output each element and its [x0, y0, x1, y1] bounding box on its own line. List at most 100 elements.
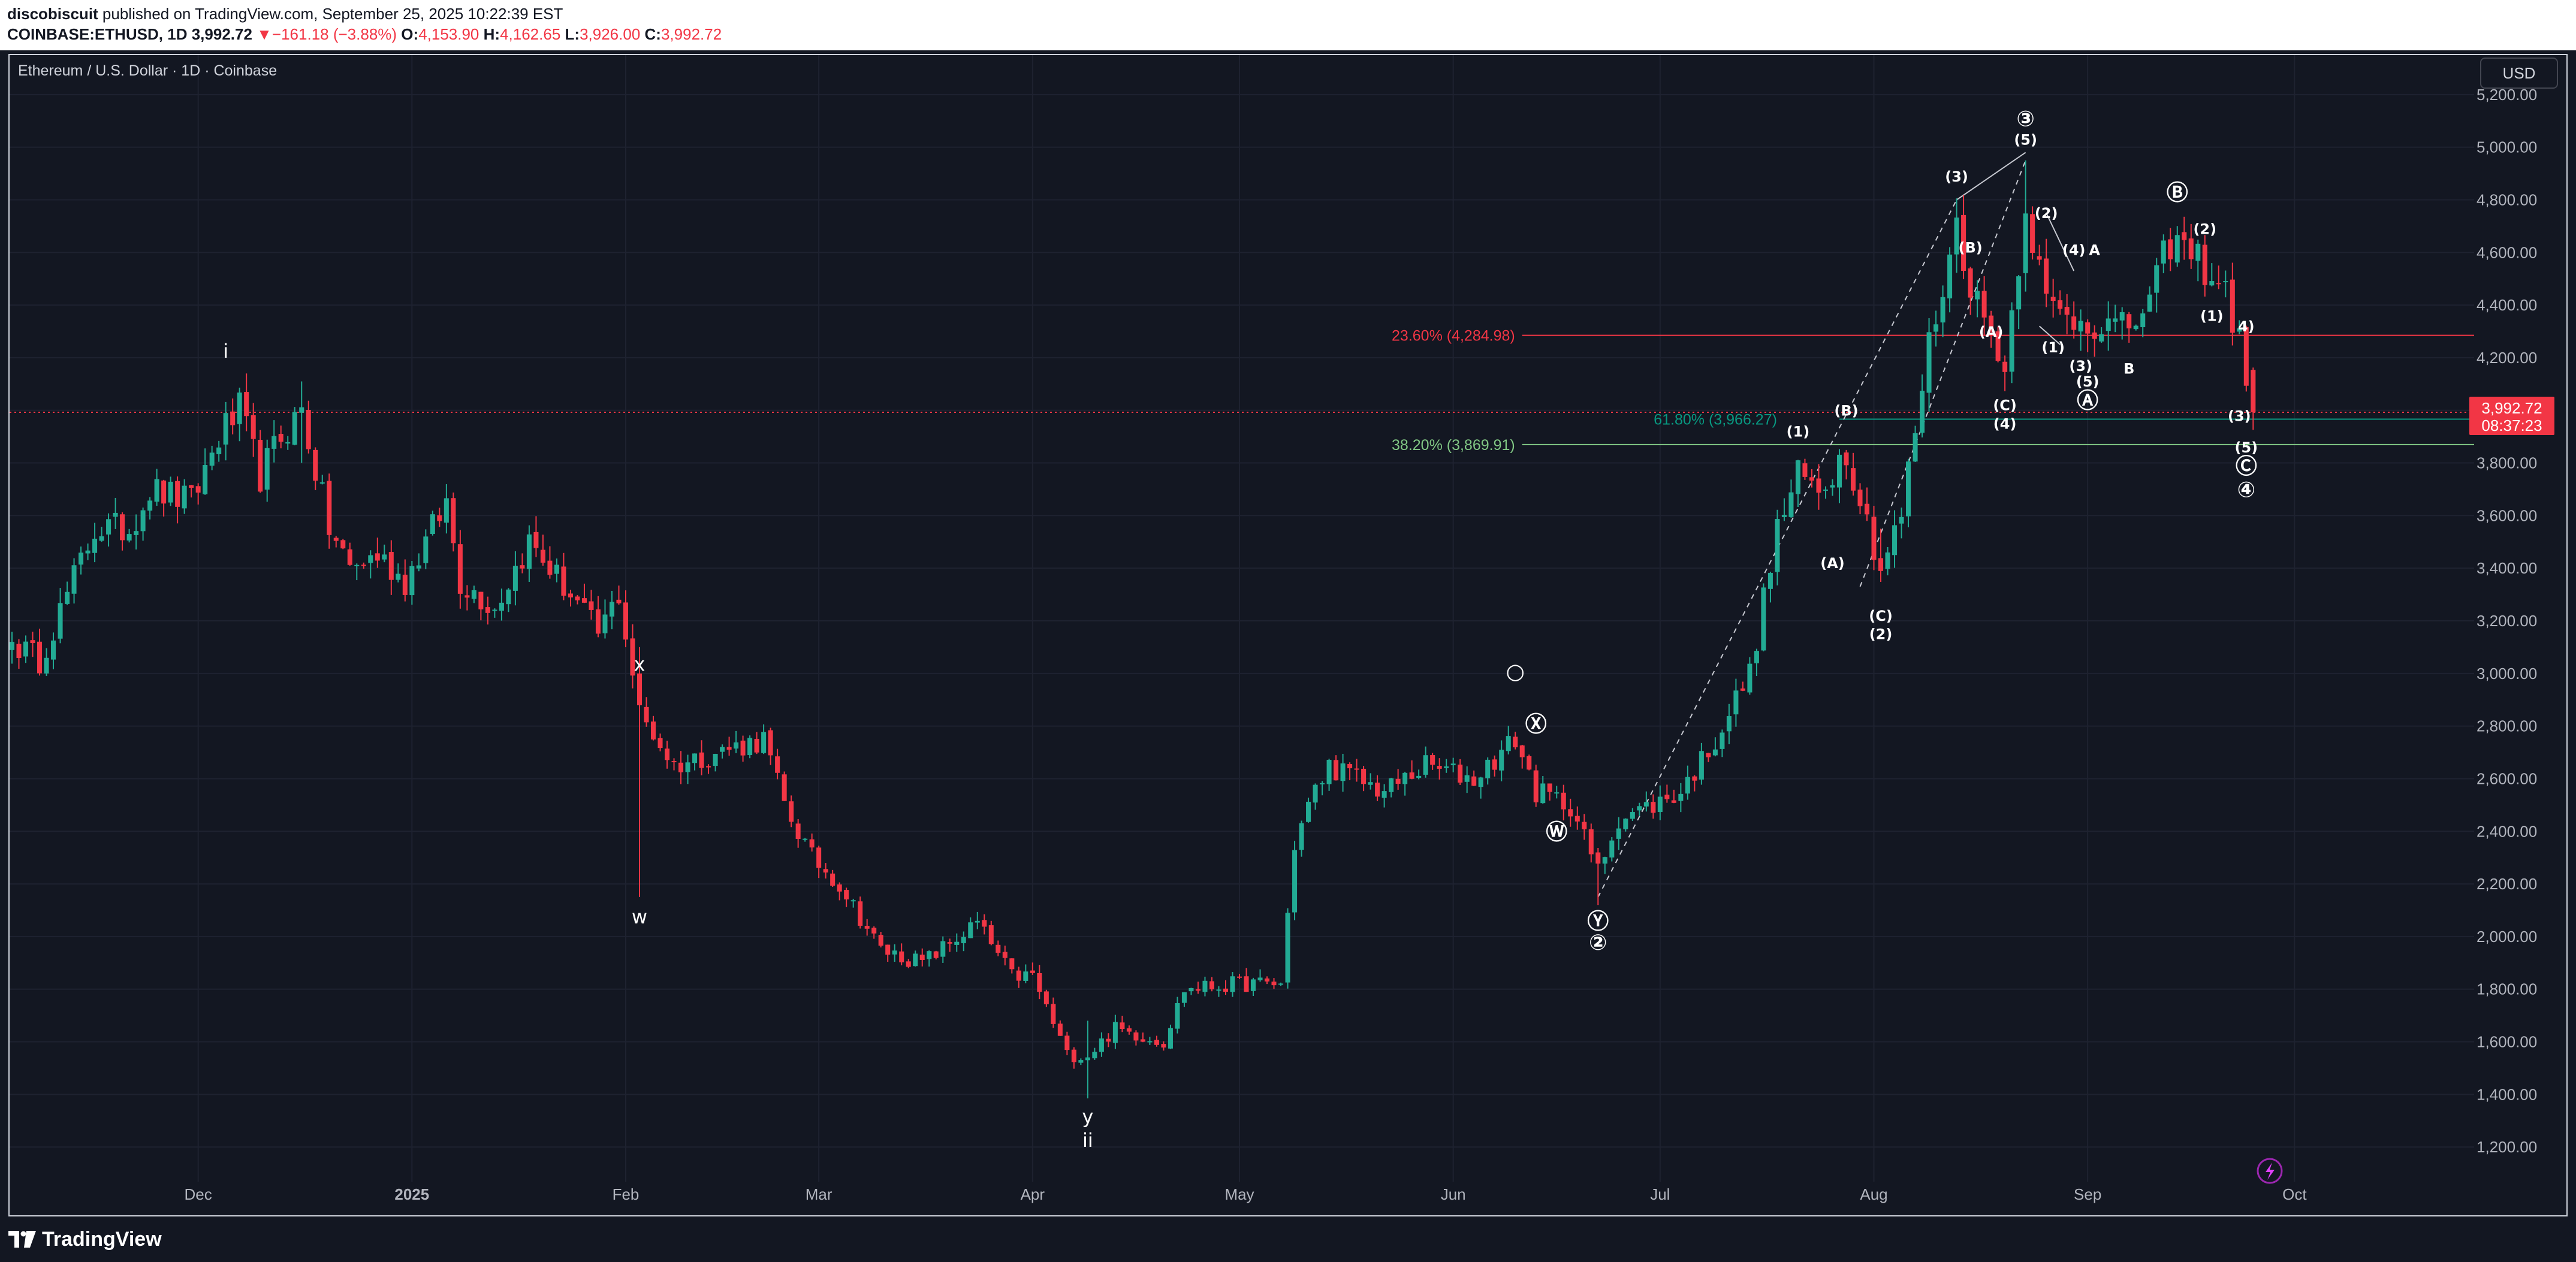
- candle-body: [2037, 256, 2042, 260]
- candle-body: [1609, 840, 1615, 858]
- wave-label: i: [223, 340, 228, 363]
- fib-level-label: 38.20% (3,869.91): [1392, 437, 1515, 454]
- price-axis[interactable]: 1,200.00 1,400.00 1,600.00 1,800.00 2,000.00…: [2477, 86, 2537, 1156]
- candle-body: [2085, 322, 2091, 334]
- candle-body: [1892, 525, 1898, 555]
- publication-header: discobiscuit published on TradingView.co…: [0, 0, 2576, 50]
- candle-body: [858, 901, 863, 926]
- candle-body: [65, 591, 70, 604]
- candle-body: [789, 801, 794, 822]
- last-price-label: 3,992.72: [2481, 399, 2542, 417]
- candle-body: [1057, 1024, 1063, 1036]
- time-tick-label: Apr: [1021, 1185, 1045, 1203]
- candle-body: [1913, 433, 1918, 462]
- candle-body: [1747, 663, 1752, 693]
- candle-body: [1878, 558, 1884, 571]
- candle-body: [506, 589, 511, 605]
- candle-body: [1189, 988, 1194, 992]
- wave-label: (2): [2193, 221, 2216, 238]
- candle-body: [126, 534, 132, 541]
- candle-body: [1926, 332, 1932, 393]
- candle-body: [1264, 978, 1270, 982]
- candle-body: [58, 603, 63, 639]
- candle-body: [182, 485, 187, 509]
- candle-body: [333, 538, 339, 541]
- candle-body: [1995, 331, 2001, 361]
- candle-body: [892, 950, 897, 955]
- candle-body: [1588, 829, 1594, 855]
- lightning-icon[interactable]: [2257, 1158, 2283, 1184]
- candle-body: [1664, 795, 1670, 799]
- candle-body: [837, 884, 842, 892]
- candle-body: [2209, 281, 2215, 286]
- candle-body: [230, 411, 236, 425]
- price-chart[interactable]: 23.60% (4,284.98) 61.80% (3,966.27) 38.20%…: [10, 55, 2566, 1215]
- candle-body: [216, 447, 222, 454]
- candle-body: [1361, 768, 1367, 784]
- candle-body: [754, 738, 759, 753]
- candle-body: [423, 536, 429, 563]
- candle-body: [1540, 783, 1546, 804]
- candle-body: [996, 944, 1001, 953]
- time-axis[interactable]: Dec 2025 Feb Mar Apr May Jun Jul Aug Sep Oct: [185, 1185, 2307, 1203]
- wave-label: (C): [1993, 397, 2017, 414]
- candle-body: [1823, 489, 1829, 491]
- candle-body: [1368, 782, 1373, 785]
- candle-body: [375, 553, 380, 561]
- wave-label: Ⓑ: [2167, 180, 2188, 205]
- candle-body: [961, 937, 966, 944]
- candle-body: [1657, 796, 1663, 813]
- publication-date: published on TradingView.com, September …: [98, 5, 563, 23]
- candle-body: [120, 514, 125, 541]
- candle-body: [2237, 328, 2242, 332]
- candle-body: [1161, 1044, 1166, 1048]
- currency-button[interactable]: USD: [2480, 58, 2558, 89]
- candle-body: [1754, 651, 1759, 663]
- candle-body: [616, 599, 622, 603]
- candle-body: [1989, 315, 1994, 330]
- candle-body: [1844, 452, 1849, 466]
- candle-body: [520, 565, 525, 569]
- candle-body: [416, 565, 421, 569]
- author-name[interactable]: discobiscuit: [7, 5, 98, 23]
- tradingview-logo[interactable]: TradingView: [8, 1226, 162, 1252]
- candle-body: [720, 747, 725, 752]
- candle-body: [1961, 215, 1966, 271]
- candle-body: [1306, 801, 1311, 822]
- candle-body: [968, 922, 973, 938]
- candle-body: [2161, 240, 2166, 264]
- candle-body: [2168, 239, 2173, 259]
- wave-trendline: [2038, 325, 2061, 345]
- price-tick-label: 4,400.00: [2477, 296, 2537, 314]
- time-tick-label: Dec: [185, 1185, 212, 1203]
- wave-label: Ⓐ: [2077, 388, 2098, 413]
- price-tick-label: 2,000.00: [2477, 928, 2537, 946]
- candle-body: [2140, 313, 2146, 328]
- grid-lines: [10, 55, 2474, 1182]
- candle-body: [1202, 980, 1208, 992]
- candle-body: [382, 554, 387, 560]
- high-value: 4,162.65: [500, 25, 561, 43]
- candle-body: [134, 531, 139, 535]
- wave-label: 4): [2238, 318, 2255, 335]
- candle-body: [2147, 294, 2152, 312]
- close-value: 3,992.72: [660, 25, 722, 43]
- price-change: −161.18 (−3.88%): [272, 25, 397, 43]
- wave-label: (A): [1820, 555, 1845, 572]
- candle-body: [402, 575, 408, 595]
- wave-label: ②: [1589, 931, 1607, 955]
- candle-body: [809, 839, 815, 848]
- candle-body: [1023, 971, 1028, 981]
- candle-body: [2188, 238, 2194, 259]
- time-tick-label: Jun: [1441, 1185, 1466, 1203]
- candle-body: [547, 560, 553, 575]
- candle-body: [189, 485, 194, 488]
- candle-body: [1920, 391, 1925, 433]
- time-tick-label: Mar: [806, 1185, 832, 1203]
- candle-body: [1320, 783, 1325, 784]
- candle-body: [1781, 515, 1787, 517]
- candle-body: [1506, 736, 1511, 751]
- time-tick-label: Aug: [1860, 1185, 1887, 1203]
- candle-body: [437, 515, 442, 521]
